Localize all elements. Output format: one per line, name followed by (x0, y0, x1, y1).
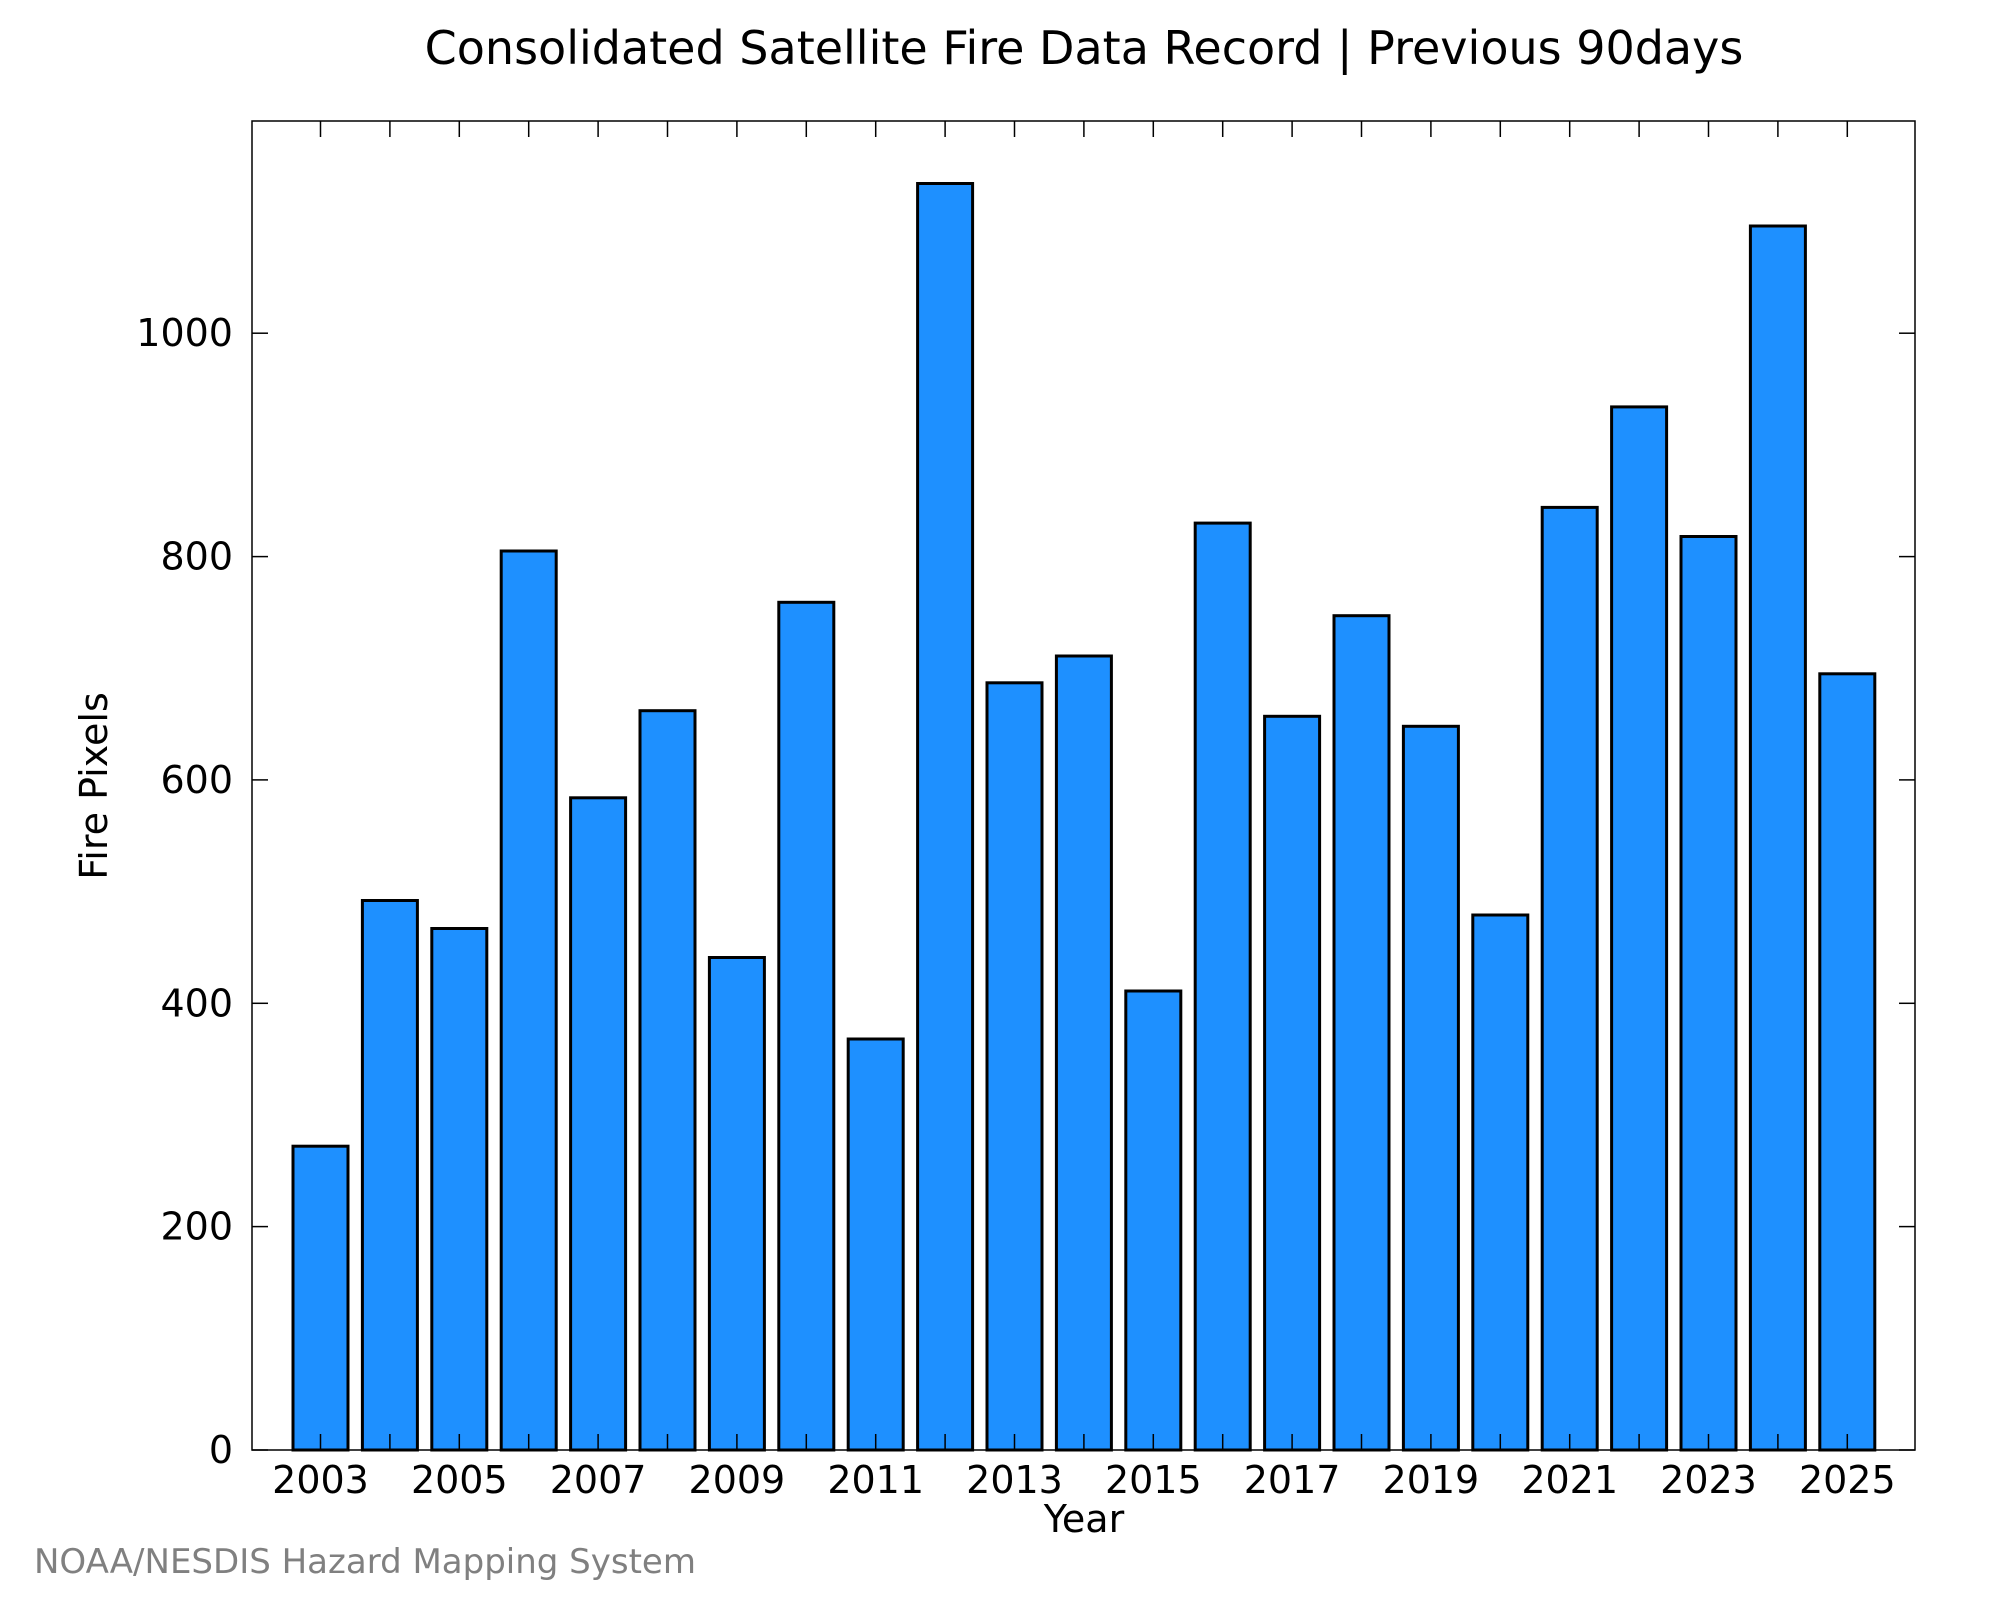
bar-2005 (430, 927, 489, 1452)
bars-layer (291, 182, 1877, 1452)
x-tick-label-2009: 2009 (689, 1458, 786, 1502)
bar-2014 (1054, 654, 1113, 1452)
bar-2018 (1332, 614, 1391, 1452)
x-axis-label: Year (1043, 1497, 1125, 1541)
bar-2011 (846, 1037, 905, 1452)
bar-2009 (707, 956, 766, 1452)
bar-2023 (1679, 535, 1738, 1452)
x-tick-label-2025: 2025 (1799, 1458, 1896, 1502)
bar-2004 (360, 899, 419, 1452)
y-tick-label-1000: 1000 (136, 311, 233, 355)
x-tick-label-2007: 2007 (550, 1458, 647, 1502)
x-tick-label-2003: 2003 (272, 1458, 369, 1502)
y-axis-label: Fire Pixels (72, 692, 116, 880)
ticks-layer: 2003 2005 2007 2009 2011 2013 2015 2017 2019 2021… (136, 121, 1915, 1502)
bar-2008 (638, 709, 697, 1452)
x-tick-label-2013: 2013 (966, 1458, 1063, 1502)
bar-2013 (985, 681, 1044, 1452)
bar-2019 (1401, 724, 1460, 1452)
y-tick-label-800: 800 (160, 535, 233, 579)
x-tick-label-2019: 2019 (1383, 1458, 1480, 1502)
chart-title: Consolidated Satellite Fire Data Record … (425, 21, 1744, 76)
bar-2010 (777, 600, 836, 1452)
bar-2020 (1471, 913, 1530, 1452)
bar-2015 (1124, 989, 1183, 1452)
bar-2003 (291, 1144, 350, 1452)
bar-2012 (916, 182, 975, 1452)
bar-2016 (1193, 521, 1252, 1452)
bar-2024 (1748, 224, 1807, 1452)
bar-2022 (1610, 405, 1669, 1452)
x-tick-label-2015: 2015 (1105, 1458, 1202, 1502)
bar-2025 (1818, 672, 1877, 1452)
x-tick-label-2023: 2023 (1660, 1458, 1757, 1502)
bar-2021 (1540, 505, 1599, 1452)
x-tick-label-2005: 2005 (411, 1458, 508, 1502)
x-tick-label-2017: 2017 (1244, 1458, 1341, 1502)
bar-2006 (499, 549, 558, 1452)
y-tick-label-0: 0 (209, 1428, 233, 1472)
y-tick-label-200: 200 (160, 1205, 233, 1249)
y-tick-label-400: 400 (160, 981, 233, 1025)
credit-text: NOAA/NESDIS Hazard Mapping System (34, 1542, 696, 1582)
bar-2007 (569, 796, 628, 1452)
x-tick-label-2011: 2011 (827, 1458, 924, 1502)
x-tick-label-2021: 2021 (1521, 1458, 1618, 1502)
bar-2017 (1263, 714, 1322, 1452)
y-tick-label-600: 600 (160, 758, 233, 802)
